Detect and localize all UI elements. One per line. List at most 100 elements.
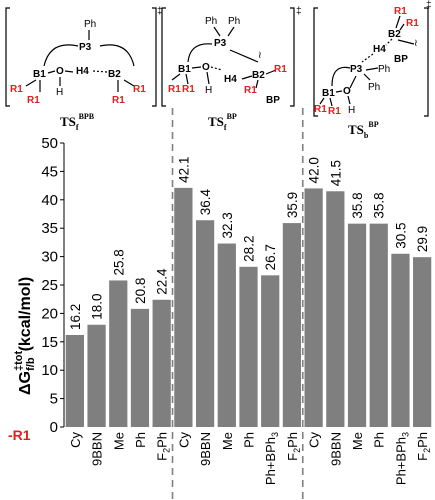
y-tick-label: 25 [41, 277, 58, 294]
category-label: Ph [133, 432, 148, 448]
bar-ph [369, 223, 388, 427]
o-label-2: O [202, 62, 210, 73]
wiggle-2: ≀ [258, 50, 262, 61]
category-label: Ph+BPh3 [263, 432, 280, 485]
y-tick-label: 40 [41, 192, 58, 209]
category-label: 9BBN [90, 432, 105, 466]
value-label: 32.3 [220, 212, 235, 238]
h-label-2: H [205, 85, 212, 96]
r1-label-2c: R1 [274, 64, 287, 75]
b2-label-3: B2 [388, 29, 401, 40]
r1-label-3d: R1 [328, 106, 341, 117]
value-label: 26.7 [263, 244, 278, 270]
category-label: Cy [68, 432, 83, 448]
y-tick-label: 20 [41, 305, 58, 322]
r1-label-2b: R1 [182, 84, 195, 95]
h4-label-2: H4 [224, 74, 237, 85]
b1-label-3: B1 [322, 88, 335, 99]
dagger-2: ‡ [296, 6, 302, 17]
dagger-1: ‡ [157, 6, 163, 17]
b1-label-1: B1 [33, 69, 46, 80]
o-label-3: O [343, 86, 351, 97]
r1-label-3b: R1 [406, 18, 419, 29]
value-label: 35.8 [350, 192, 365, 218]
category-label: Ph+BPh3 [393, 432, 410, 485]
r1-label-2d: R1 [244, 85, 257, 96]
wiggle-3: ≀ [414, 38, 418, 49]
r1-label-1d: R1 [112, 95, 125, 106]
y-tick-label: 0 [50, 419, 58, 436]
h-label-3: H [348, 105, 355, 116]
p3-label-2: P3 [214, 38, 227, 49]
b1-label-2: B1 [178, 64, 191, 75]
bar-9bbn [326, 191, 345, 427]
value-label: 20.8 [133, 278, 148, 304]
group-dividers [171, 108, 304, 500]
p3-label-3: P3 [350, 64, 363, 75]
bar-9bbn [195, 220, 215, 427]
value-label: 41.5 [328, 160, 343, 186]
value-label: 18.0 [90, 293, 105, 319]
category-label: F2Ph [155, 432, 172, 461]
y-axis-title: ΔG‡totf/b(kcal/mol) [13, 277, 37, 395]
category-label: Ph [372, 432, 387, 448]
y-tick-label: 15 [41, 334, 58, 351]
value-label: 36.4 [198, 188, 213, 215]
bars [65, 187, 432, 427]
ph-label-3b: Ph [368, 82, 380, 93]
structure-ts-b-bp: ‡ R1 R1 B2 H4 ≀ BP P3 Ph Ph B1 O H R1 R1… [313, 0, 432, 140]
category-label: Cy [176, 432, 191, 448]
category-label: Ph [242, 432, 257, 448]
bar-ph-bph3 [261, 275, 280, 427]
bar-ph-bph3 [391, 253, 410, 427]
h4-label-3: H4 [373, 44, 386, 55]
category-label: 9BBN [328, 432, 343, 466]
value-label: 35.9 [285, 192, 300, 218]
category-label: Me [220, 432, 235, 450]
bar-f2ph [413, 257, 432, 427]
bar-ph [130, 308, 150, 427]
category-label: F2Ph [415, 432, 432, 461]
ph-label-2a: Ph [205, 16, 217, 27]
y-axis: 0 5 10 15 20 25 30 35 40 45 50 [41, 135, 65, 436]
y-tick-label: 45 [41, 163, 58, 180]
category-label: F2Ph [285, 432, 302, 461]
ph-label-3a: Ph [378, 64, 390, 75]
bp-label-3: BP [394, 54, 408, 65]
h4-label-1: H4 [76, 66, 89, 77]
bar-9bbn [87, 324, 106, 427]
p3-label-1: P3 [79, 42, 92, 53]
ts-label-2: TSfBP [208, 112, 237, 132]
r1-label-1c: R1 [133, 84, 146, 95]
bar-ph [239, 266, 258, 427]
value-label: 42.0 [307, 157, 322, 183]
value-label: 25.8 [111, 249, 126, 275]
value-label: 22.4 [155, 268, 170, 295]
r1-label-2a: R1 [168, 84, 181, 95]
value-label: 16.2 [68, 304, 83, 330]
bar-me [347, 223, 367, 427]
b2-label-1: B2 [108, 69, 121, 80]
value-label: 42.1 [176, 157, 191, 183]
ts-label-1: TSfBPB [60, 112, 95, 132]
b2-label-2: B2 [252, 70, 265, 81]
value-label: 29.9 [415, 226, 430, 252]
h-label-1: H [56, 87, 63, 98]
y-tick-label: 35 [41, 220, 58, 237]
y-tick-label: 10 [41, 362, 58, 379]
category-label: Cy [307, 432, 322, 448]
category-label: Me [111, 432, 126, 450]
structure-ts-f-bpb: ‡ Ph P3 B1 O H4 B2 H R1 R1 R1 R1 TSfBPB [5, 6, 163, 132]
y-tick-label: 30 [41, 249, 58, 266]
value-label: 28.2 [242, 236, 257, 262]
bar-f2ph [282, 223, 302, 427]
value-label: 35.8 [372, 192, 387, 218]
bar-cy [65, 334, 84, 427]
bar-me [217, 243, 236, 427]
ts-label-3: TSbBP [348, 120, 379, 140]
ph-label-2b: Ph [228, 16, 240, 27]
bar-chart: 0 5 10 15 20 25 30 35 40 45 50 16.2 18.0 25.8 20.8 22.… [8, 108, 432, 500]
structure-ts-f-bp: ‡ Ph Ph P3 ≀ B1 O H4 B2 H R1 R1 R1 R1 BP… [161, 6, 302, 132]
